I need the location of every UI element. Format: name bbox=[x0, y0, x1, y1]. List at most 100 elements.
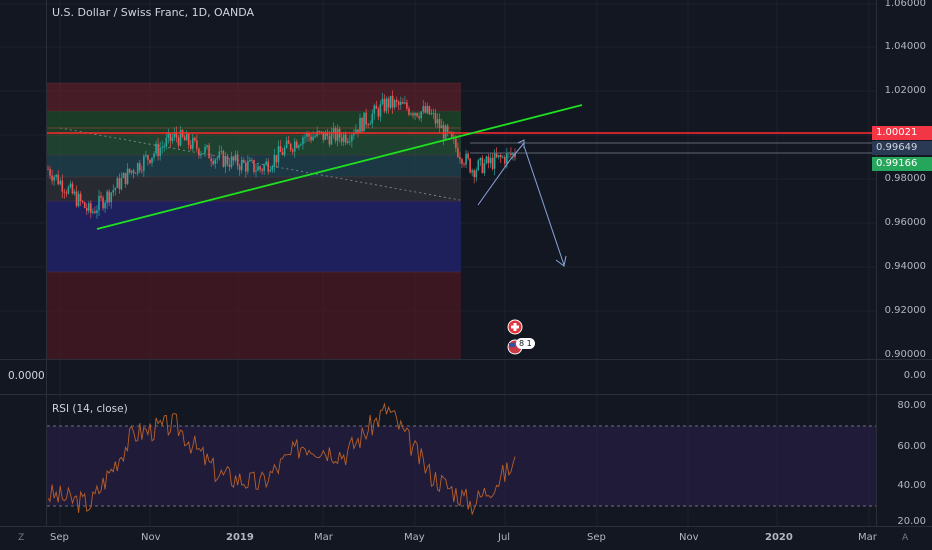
candle-body bbox=[155, 143, 157, 154]
left-gutter-separator bbox=[46, 0, 47, 526]
event-count-badge[interactable]: 8 1 bbox=[516, 338, 535, 349]
candle-body bbox=[414, 112, 416, 116]
price-label: 1.02000 bbox=[884, 85, 926, 96]
pane-separator-1[interactable] bbox=[0, 359, 932, 360]
candle-body bbox=[375, 105, 378, 109]
candle-body bbox=[404, 102, 406, 104]
candle-body bbox=[92, 211, 94, 213]
candle-body bbox=[257, 166, 259, 171]
candle-body bbox=[75, 191, 78, 206]
candle-body bbox=[428, 106, 431, 115]
candle-body bbox=[473, 170, 476, 178]
fib-zones bbox=[47, 82, 461, 359]
candle-body bbox=[363, 112, 365, 132]
candle-body bbox=[430, 113, 433, 115]
candle-body bbox=[271, 166, 274, 170]
auto-scale-toggle[interactable]: A bbox=[902, 533, 909, 543]
candle-body bbox=[367, 124, 369, 126]
candle-body bbox=[200, 153, 202, 156]
candle-body bbox=[71, 183, 74, 194]
price-label: 0.96000 bbox=[884, 217, 926, 228]
candle-body bbox=[395, 100, 398, 102]
candle-body bbox=[194, 137, 196, 141]
candle-body bbox=[426, 106, 429, 113]
candle-body bbox=[504, 156, 506, 164]
candle-body bbox=[422, 106, 425, 112]
fib-zone-7 bbox=[47, 272, 461, 359]
candle-body bbox=[448, 131, 451, 133]
date-label: Mar bbox=[314, 532, 333, 543]
candle-body bbox=[377, 108, 380, 117]
candle-body bbox=[330, 132, 333, 145]
candle-body bbox=[236, 154, 239, 167]
candle-body bbox=[261, 169, 263, 171]
candle-body bbox=[304, 136, 306, 138]
candle-body bbox=[87, 203, 90, 211]
candle-body bbox=[314, 136, 316, 137]
candle-body bbox=[238, 166, 241, 171]
price-tag-current: 0.99166 bbox=[872, 157, 932, 171]
candle-body bbox=[187, 133, 190, 145]
pane-separator-2[interactable] bbox=[0, 394, 932, 395]
candle-body bbox=[465, 153, 467, 165]
candle-body bbox=[173, 132, 176, 138]
event-swiss-flag-icon bbox=[507, 319, 523, 335]
candle-body bbox=[391, 95, 394, 108]
rsi-axis-label: 80.00 bbox=[897, 400, 926, 411]
candle-body bbox=[171, 137, 174, 141]
candle-body bbox=[285, 140, 288, 148]
price-label: 0.98000 bbox=[884, 173, 926, 184]
candle-body bbox=[96, 210, 98, 214]
candle-body bbox=[420, 111, 422, 119]
candle-body bbox=[471, 170, 473, 173]
candle-body bbox=[65, 192, 68, 194]
candle-body bbox=[226, 156, 229, 165]
candle-body bbox=[130, 170, 133, 173]
candle-body bbox=[255, 170, 257, 172]
candle-body bbox=[359, 117, 361, 133]
candle-body bbox=[438, 119, 441, 129]
candle-body bbox=[167, 132, 170, 139]
candle-body bbox=[295, 141, 298, 148]
candle-body bbox=[353, 133, 355, 136]
candle-body bbox=[320, 131, 323, 133]
candle-body bbox=[349, 141, 351, 142]
candle-body bbox=[228, 164, 231, 168]
date-label: Jul bbox=[498, 532, 511, 543]
timezone-toggle[interactable]: Z bbox=[18, 533, 25, 543]
candle-body bbox=[475, 170, 478, 178]
candle-body bbox=[249, 159, 251, 162]
candle-body bbox=[379, 104, 382, 117]
candle-body bbox=[247, 161, 249, 172]
date-label: May bbox=[404, 532, 425, 543]
candle-body bbox=[312, 136, 314, 141]
candle-body bbox=[346, 141, 349, 143]
candle-body bbox=[138, 163, 141, 171]
date-label: Nov bbox=[141, 532, 161, 543]
candle-body bbox=[110, 192, 113, 203]
candle-body bbox=[100, 195, 102, 198]
candle-body bbox=[483, 163, 486, 174]
candles bbox=[47, 90, 516, 219]
candle-body bbox=[300, 144, 302, 146]
candle-body bbox=[444, 125, 447, 139]
candle-body bbox=[234, 154, 237, 161]
candle-body bbox=[122, 172, 125, 179]
candle-body bbox=[63, 191, 66, 193]
candle-body bbox=[322, 131, 325, 140]
candle-body bbox=[67, 187, 70, 194]
candle-body bbox=[242, 159, 245, 163]
candle-body bbox=[495, 153, 498, 158]
candle-body bbox=[424, 106, 427, 113]
candle-body bbox=[412, 113, 414, 116]
candle-body bbox=[477, 160, 480, 171]
trendline bbox=[96, 104, 583, 230]
candle-body bbox=[81, 201, 84, 203]
candle-body bbox=[169, 132, 172, 141]
candle-body bbox=[189, 144, 192, 149]
candle-body bbox=[487, 156, 490, 164]
candle-body bbox=[73, 191, 76, 194]
candle-body bbox=[265, 161, 268, 165]
candle-body bbox=[306, 132, 308, 137]
